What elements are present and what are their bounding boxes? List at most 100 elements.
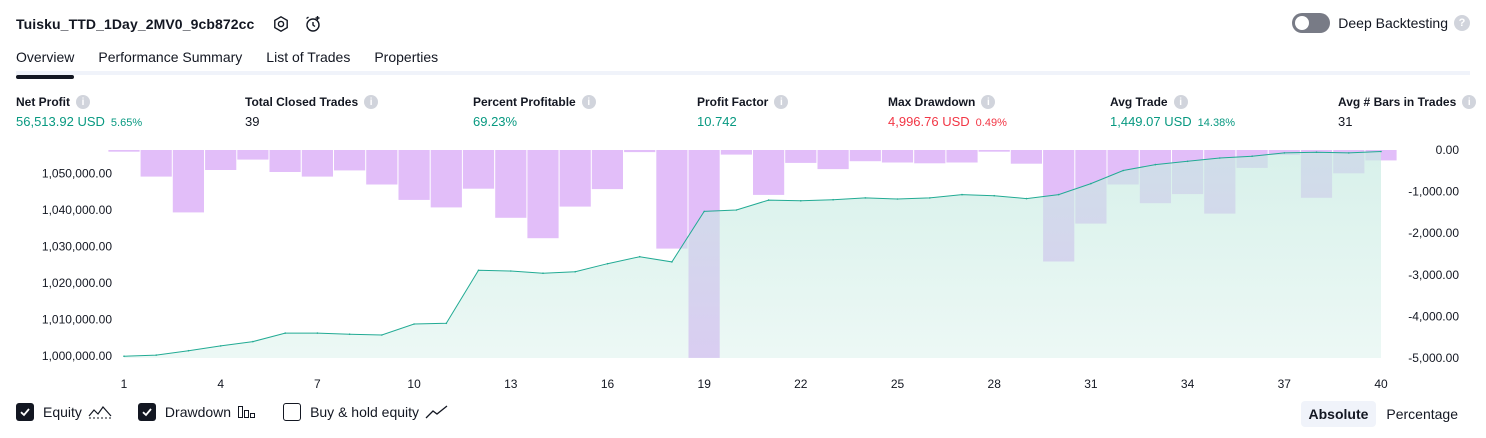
- stat-value: 69.23%: [473, 114, 518, 129]
- drawdown-bar: [366, 150, 398, 185]
- equity-point: [477, 269, 480, 272]
- legend-equity-label: Equity: [43, 404, 82, 420]
- legend-drawdown[interactable]: Drawdown: [137, 403, 257, 421]
- equity-point: [800, 200, 802, 202]
- right-axis-tick-label: -5,000.00: [1408, 351, 1459, 365]
- strategy-name: Tuisku_TTD_1Day_2MV0_9cb872cc: [16, 16, 255, 32]
- legend-buy-hold[interactable]: Buy & hold equity: [283, 403, 449, 421]
- drawdown-bar: [559, 150, 591, 207]
- equity-checkbox[interactable]: [16, 403, 34, 421]
- info-icon[interactable]: i: [581, 95, 596, 109]
- drawdown-bar: [301, 150, 333, 177]
- drawdown-bar: [1010, 150, 1042, 164]
- x-axis-tick-label: 1: [121, 377, 128, 391]
- legend-equity[interactable]: Equity: [16, 403, 112, 421]
- info-icon[interactable]: i: [774, 95, 789, 109]
- drawdown-bar: [849, 150, 881, 162]
- equity-point: [123, 355, 125, 357]
- mode-absolute-button[interactable]: Absolute: [1300, 401, 1377, 427]
- x-axis-tick-label: 28: [988, 377, 1002, 391]
- stat-value: 39: [245, 114, 260, 129]
- drawdown-bar: [172, 150, 204, 213]
- equity-point: [929, 197, 931, 199]
- drawdown-bar: [398, 150, 430, 200]
- right-axis-tick-label: -3,000.00: [1408, 268, 1459, 282]
- toggle-knob: [1295, 16, 1310, 30]
- stat-label: Total Closed Trades: [245, 95, 359, 109]
- equity-point: [542, 272, 544, 274]
- equity-drawdown-chart[interactable]: 1,000,000.00 1,010,000.00 1,020,000.00 1,03…: [0, 140, 1486, 395]
- drawdown-bar: [591, 150, 623, 190]
- left-axis-tick-label: 1,040,000.00: [42, 203, 112, 217]
- left-axis-labels: 1,000,000.00 1,010,000.00 1,020,000.00 1,03…: [42, 166, 112, 363]
- deep-backtesting-toggle[interactable]: [1292, 13, 1331, 33]
- equity-line: [123, 151, 1382, 357]
- x-axis-tick-label: 34: [1181, 377, 1195, 391]
- drawdown-bar: [205, 150, 237, 170]
- stat-profit-factor: Profit Factor i 10.742: [697, 94, 789, 129]
- stat-value: 4,996.76 USD: [888, 114, 970, 129]
- equity-point: [735, 209, 738, 211]
- drawdown-bar: [753, 150, 785, 195]
- equity-point: [1219, 157, 1221, 159]
- x-axis-tick-label: 31: [1084, 377, 1098, 391]
- equity-point: [1154, 163, 1157, 166]
- equity-point: [1380, 150, 1382, 153]
- info-icon[interactable]: i: [1173, 95, 1188, 109]
- equity-point: [767, 199, 770, 201]
- drawdown-bar: [624, 150, 656, 153]
- equity-point: [1251, 155, 1253, 157]
- equity-point: [1315, 151, 1318, 153]
- equity-point: [832, 198, 834, 201]
- drawdown-bar: [495, 150, 527, 218]
- info-icon[interactable]: i: [76, 95, 90, 109]
- x-axis-labels: 1 4 7 10 13 16 19 22 25 28 31 34 37 40: [121, 377, 1388, 391]
- legend-drawdown-label: Drawdown: [164, 404, 232, 420]
- stat-label: Avg # Bars in Trades: [1338, 95, 1457, 109]
- equity-point: [445, 322, 448, 325]
- equity-point: [864, 197, 867, 199]
- stat-percent: 0.49%: [975, 117, 1007, 129]
- drawdown-bar: [237, 150, 269, 160]
- drawdown-bar: [914, 150, 946, 164]
- stat-net-profit: Net Profit i 56,513.92 USD 5.65%: [16, 94, 142, 129]
- right-axis-tick-label: 0.00: [1436, 143, 1460, 157]
- tab-overview[interactable]: Overview: [16, 44, 75, 79]
- drawdown-checkbox[interactable]: [137, 403, 156, 421]
- stat-value: 10.742: [697, 114, 737, 129]
- stat-avg-trade: Avg Trade i 1,449.07 USD 14.38%: [1110, 94, 1235, 129]
- stat-label: Net Profit: [16, 95, 70, 109]
- stat-total-closed-trades: Total Closed Trades i 39: [245, 94, 379, 129]
- stat-value: 1,449.07 USD: [1110, 114, 1192, 129]
- help-icon[interactable]: ?: [1454, 15, 1470, 31]
- add-alert-icon[interactable]: [302, 13, 324, 35]
- equity-point: [510, 270, 512, 272]
- info-icon[interactable]: i: [1462, 95, 1477, 109]
- chart-legend: Equity Drawdown Buy & hold equity: [16, 403, 475, 421]
- right-axis-labels: 0.00 -1,000.00 -2,000.00 -3,000.00 -4,000.00…: [1408, 143, 1459, 365]
- buy-hold-checkbox[interactable]: [283, 403, 302, 421]
- equity-point: [1057, 193, 1060, 196]
- strategy-header: Tuisku_TTD_1Day_2MV0_9cb872cc: [16, 12, 324, 36]
- equity-point: [316, 332, 319, 334]
- settings-icon[interactable]: [270, 13, 292, 35]
- tab-performance-summary[interactable]: Performance Summary: [98, 49, 243, 65]
- right-axis-tick-label: -1,000.00: [1408, 185, 1459, 199]
- mode-percentage-button[interactable]: Percentage: [1386, 406, 1458, 422]
- drawdown-bar: [881, 150, 914, 163]
- info-icon[interactable]: i: [981, 95, 996, 109]
- equity-line-icon: [88, 404, 112, 420]
- equity-point: [284, 332, 287, 334]
- equity-point: [703, 210, 705, 213]
- equity-point: [1122, 169, 1124, 172]
- drawdown-bar: [108, 150, 140, 152]
- tab-list-of-trades[interactable]: List of Trades: [266, 49, 351, 65]
- equity-point: [381, 334, 383, 336]
- equity-point: [187, 349, 190, 352]
- x-axis-tick-label: 7: [314, 377, 321, 391]
- drawdown-bar: [785, 150, 817, 163]
- tab-properties[interactable]: Properties: [374, 49, 439, 65]
- stat-avg-bars: Avg # Bars in Trades i 31: [1338, 94, 1477, 129]
- info-icon[interactable]: i: [364, 95, 379, 109]
- deep-backtesting-label: Deep Backtesting: [1338, 15, 1448, 31]
